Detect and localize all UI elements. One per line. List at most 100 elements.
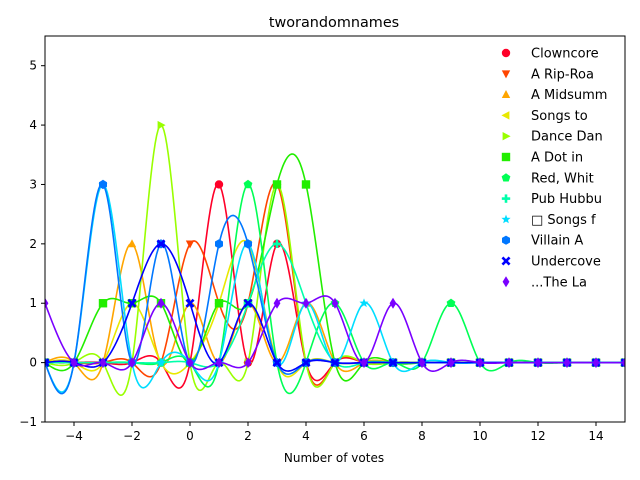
- legend-item: Undercove: [501, 255, 601, 270]
- legend-label: A Dot in: [531, 151, 583, 166]
- y-tick-label: 0: [29, 356, 37, 370]
- legend-item: A Midsumm: [501, 88, 607, 103]
- data-point: [45, 358, 50, 368]
- data-point: [45, 297, 49, 309]
- data-point: [563, 357, 571, 369]
- legend-label: Undercove: [531, 255, 601, 270]
- data-point: [388, 358, 398, 368]
- data-point: [301, 358, 311, 368]
- legend-label: A Midsumm: [531, 88, 607, 103]
- data-point: [418, 357, 426, 369]
- legend-marker: [501, 48, 511, 58]
- data-point: [359, 298, 369, 308]
- data-point: [272, 239, 282, 249]
- legend-marker: [501, 194, 511, 203]
- data-point: [98, 299, 108, 308]
- data-point: [99, 357, 107, 369]
- legend-item: Dance Dan: [502, 130, 603, 145]
- data-point: [127, 298, 137, 308]
- legend-label: □ Songs f: [531, 213, 596, 228]
- x-tick-label: 10: [472, 429, 487, 443]
- x-tick-label: 14: [588, 429, 603, 443]
- legend-item: A Rip-Roa: [501, 67, 594, 82]
- y-tick-label: −1: [19, 415, 37, 429]
- data-point: [215, 239, 223, 249]
- x-axis-label: Number of votes: [284, 451, 384, 465]
- data-point: [186, 357, 194, 369]
- data-point: [243, 179, 253, 189]
- data-point: [302, 297, 310, 309]
- legend-label: A Rip-Roa: [531, 67, 594, 82]
- data-point: [156, 357, 166, 367]
- legend-label: Clowncore: [531, 47, 599, 62]
- legend-marker: [501, 111, 510, 120]
- x-tick-label: 6: [360, 429, 368, 443]
- legend-marker: [502, 235, 510, 245]
- legend-item: Clowncore: [501, 47, 599, 62]
- legend-label: Songs to: [531, 109, 588, 124]
- y-tick-label: 1: [29, 296, 37, 310]
- data-point: [331, 297, 339, 309]
- data-point: [185, 240, 195, 249]
- legend-item: Songs to: [501, 109, 588, 124]
- data-point: [185, 298, 195, 308]
- y-tick-label: 5: [29, 59, 37, 73]
- x-tick-label: 2: [244, 429, 252, 443]
- data-point: [157, 120, 166, 130]
- data-point: [215, 357, 223, 369]
- legend-item: A Dot in: [501, 151, 583, 166]
- series-11: [45, 295, 625, 372]
- plot-frame: [44, 35, 626, 423]
- legend-marker: [501, 173, 511, 182]
- legend-label: Dance Dan: [531, 130, 603, 145]
- x-tick-label: 12: [530, 429, 545, 443]
- data-point: [272, 180, 282, 189]
- data-point: [244, 239, 252, 249]
- legend-marker: [501, 214, 511, 224]
- x-tick-label: 8: [418, 429, 426, 443]
- legend-marker: [502, 276, 510, 288]
- data-point: [156, 239, 166, 249]
- x-tick-label: 0: [186, 429, 194, 443]
- data-point: [505, 357, 513, 369]
- legend-label: ...The La: [531, 275, 587, 290]
- data-point: [446, 298, 456, 307]
- chart-title: tworandomnames: [269, 15, 399, 31]
- legend-label: Red, Whit: [531, 171, 594, 186]
- data-point: [273, 297, 281, 309]
- legend-marker: [501, 256, 511, 266]
- data-point: [447, 357, 455, 369]
- data-point: [99, 179, 107, 190]
- legend-item: ...The La: [502, 275, 587, 290]
- data-point: [620, 358, 625, 368]
- y-tick-label: 4: [29, 118, 37, 132]
- y-tick-label: 3: [29, 177, 37, 191]
- legend-item: Pub Hubbu: [501, 192, 602, 207]
- legend-marker: [502, 132, 511, 141]
- y-tick-label: 2: [29, 237, 37, 251]
- data-point: [592, 357, 600, 369]
- legend-label: Pub Hubbu: [531, 192, 602, 207]
- data-point: [244, 357, 252, 369]
- data-point: [621, 357, 625, 369]
- data-point: [272, 358, 282, 368]
- legend-marker: [501, 70, 511, 79]
- data-point: [128, 357, 136, 369]
- legend: Clowncore A Rip-Roa A Midsumm Songs to Dance…: [501, 47, 607, 290]
- data-point: [70, 357, 78, 369]
- data-point: [360, 357, 368, 369]
- data-point: [127, 239, 137, 248]
- data-point: [476, 357, 484, 369]
- legend-item: Red, Whit: [501, 171, 594, 186]
- data-point: [243, 298, 253, 308]
- x-tick-label: −4: [65, 429, 83, 443]
- series-layer: [45, 120, 625, 396]
- data-point: [534, 357, 542, 369]
- x-tick-label: 4: [302, 429, 310, 443]
- legend-marker: [501, 90, 511, 98]
- legend-marker: [501, 152, 511, 162]
- data-point: [214, 299, 224, 308]
- data-point: [301, 180, 311, 189]
